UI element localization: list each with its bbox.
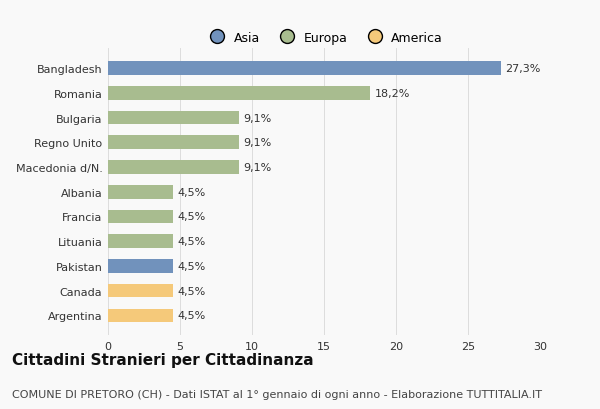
Text: Cittadini Stranieri per Cittadinanza: Cittadini Stranieri per Cittadinanza xyxy=(12,352,314,367)
Text: 4,5%: 4,5% xyxy=(177,187,205,197)
Text: 4,5%: 4,5% xyxy=(177,236,205,247)
Bar xyxy=(108,259,173,273)
Bar xyxy=(108,62,501,76)
Legend: Asia, Europa, America: Asia, Europa, America xyxy=(200,27,448,49)
Text: 9,1%: 9,1% xyxy=(244,162,272,173)
Bar xyxy=(108,161,239,174)
Text: 27,3%: 27,3% xyxy=(505,64,541,74)
Bar xyxy=(108,309,173,322)
Text: 18,2%: 18,2% xyxy=(374,89,410,99)
Bar xyxy=(108,235,173,248)
Text: 9,1%: 9,1% xyxy=(244,138,272,148)
Text: 4,5%: 4,5% xyxy=(177,261,205,271)
Text: COMUNE DI PRETORO (CH) - Dati ISTAT al 1° gennaio di ogni anno - Elaborazione TU: COMUNE DI PRETORO (CH) - Dati ISTAT al 1… xyxy=(12,389,542,399)
Bar xyxy=(108,87,370,100)
Bar xyxy=(108,185,173,199)
Text: 4,5%: 4,5% xyxy=(177,310,205,321)
Bar xyxy=(108,111,239,125)
Bar xyxy=(108,210,173,224)
Text: 4,5%: 4,5% xyxy=(177,212,205,222)
Text: 9,1%: 9,1% xyxy=(244,113,272,123)
Bar xyxy=(108,284,173,298)
Bar xyxy=(108,136,239,150)
Text: 4,5%: 4,5% xyxy=(177,286,205,296)
